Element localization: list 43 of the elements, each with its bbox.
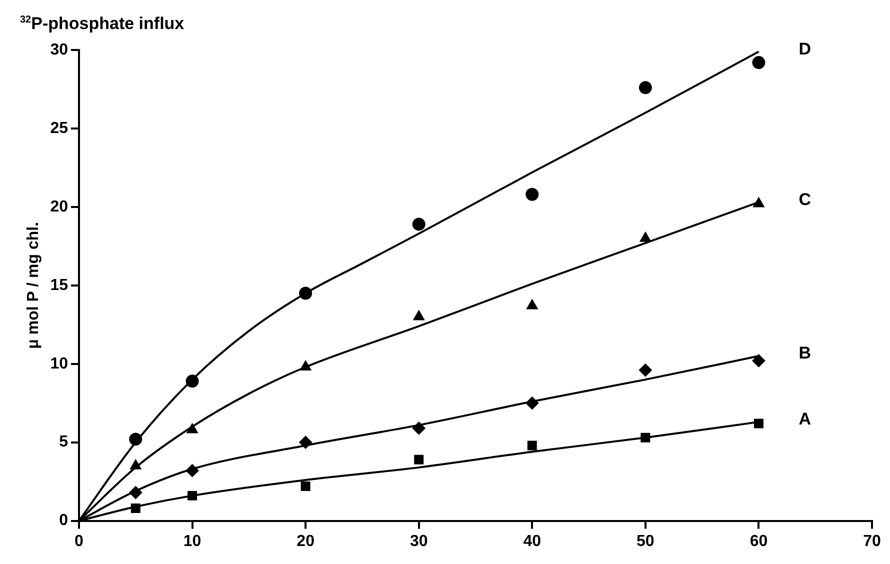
point [412, 422, 426, 435]
point [186, 374, 199, 388]
y-tick-label: 30 [50, 41, 68, 58]
point [752, 354, 766, 368]
point [752, 56, 766, 70]
x-tick-label: 0 [74, 532, 84, 550]
point [754, 418, 764, 428]
point [129, 486, 142, 500]
point [186, 464, 199, 478]
x-tick-label: 40 [523, 532, 542, 550]
point [129, 432, 142, 446]
y-tick-label: 25 [50, 120, 68, 137]
point [526, 188, 539, 201]
point [414, 454, 424, 464]
point [130, 504, 140, 513]
point [638, 81, 652, 94]
y-tick-label: 0 [59, 512, 68, 530]
point [412, 218, 426, 231]
x-tick-label: 60 [750, 532, 768, 550]
point [640, 432, 650, 442]
chart-title: $^{32}$P-phosphate influx [20, 14, 184, 34]
y-tick-label: 5 [59, 434, 68, 451]
point [299, 286, 312, 300]
x-tick-label: 10 [183, 532, 202, 550]
x-tick-label: 50 [636, 532, 654, 550]
text: A [798, 410, 811, 429]
x-tick-label: 70 [863, 532, 881, 550]
point [526, 396, 539, 410]
text: C [798, 190, 811, 209]
x-tick-label: 30 [410, 532, 428, 550]
point [300, 482, 310, 492]
point [299, 436, 312, 449]
y-axis-title: μ mol P / mg chl. [25, 222, 42, 349]
point [188, 490, 198, 500]
point [527, 440, 537, 450]
text: D [798, 39, 811, 58]
point [638, 364, 652, 377]
text: B [798, 344, 811, 363]
y-tick-label: 10 [50, 355, 68, 372]
point [300, 360, 312, 371]
y-tick-label: 15 [50, 276, 68, 294]
y-tick-label: 20 [50, 198, 68, 216]
x-tick-label: 20 [296, 532, 315, 550]
